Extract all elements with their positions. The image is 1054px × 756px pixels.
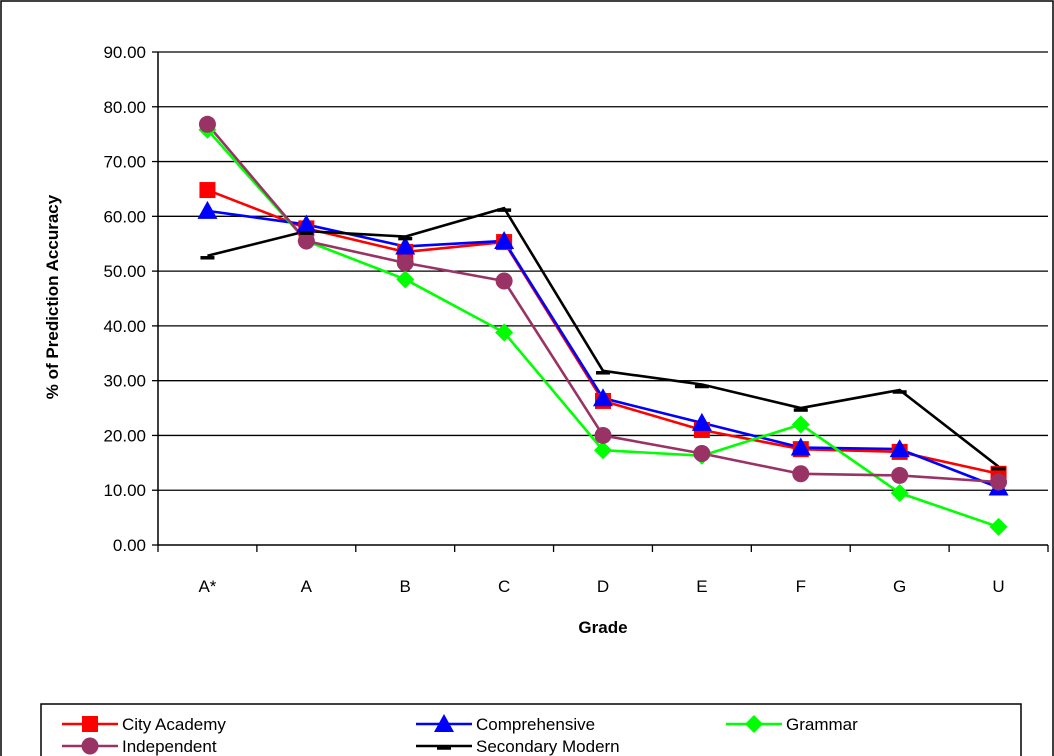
data-point-comprehensive <box>889 439 910 458</box>
legend: City Academy Comprehensive Grammar Independ… <box>40 703 1022 756</box>
y-tick-label: 90.00 <box>103 43 146 62</box>
data-point-comprehensive <box>395 236 416 255</box>
legend-label-secondary-modern: Secondary Modern <box>476 737 620 756</box>
y-tick-label: 0.00 <box>113 536 146 555</box>
data-point-independent <box>396 254 414 272</box>
data-point-independent <box>792 465 810 483</box>
data-point-independent <box>495 272 513 290</box>
data-point-independent <box>198 115 216 133</box>
data-point-comprehensive <box>593 388 613 407</box>
legend-label-city-academy: City Academy <box>122 715 226 734</box>
data-point-comprehensive <box>691 412 712 431</box>
legend-marker-grammar <box>745 715 763 733</box>
y-tick-label: 60.00 <box>103 207 146 226</box>
legend-marker-city-academy <box>82 716 98 732</box>
legend-marker-comprehensive <box>434 714 454 732</box>
data-point-city-academy <box>199 182 216 199</box>
data-point-grammar <box>989 517 1008 536</box>
y-tick-label: 20.00 <box>103 426 146 445</box>
series-line-secondary-modern <box>207 206 1000 468</box>
x-tick-label: E <box>696 577 707 596</box>
data-point-independent <box>990 473 1008 491</box>
axes: 0.00 10.00 20.00 30.00 40.00 50.00 60.00 70.00 8… <box>103 43 1049 596</box>
data-point-comprehensive <box>790 437 811 456</box>
y-tick-label: 10.00 <box>103 481 146 500</box>
data-point-comprehensive <box>494 230 515 249</box>
y-tick-label: 40.00 <box>103 317 146 336</box>
x-tick-label: C <box>498 577 510 596</box>
x-tick-label: A <box>301 577 313 596</box>
y-tick-label: 50.00 <box>103 262 146 281</box>
data-point-grammar <box>594 441 612 460</box>
x-axis-title: Grade <box>578 618 627 637</box>
y-axis-title: % of Prediction Accuracy <box>43 194 62 399</box>
data-point-grammar <box>791 415 810 434</box>
y-tick-label: 30.00 <box>103 372 146 391</box>
x-tick-label: U <box>992 577 1004 596</box>
x-tick-label: G <box>893 577 906 596</box>
y-tick-label: 80.00 <box>103 98 146 117</box>
series-markers <box>197 115 1009 536</box>
data-point-grammar <box>396 270 415 289</box>
legend-label-independent: Independent <box>122 737 217 756</box>
legend-label-grammar: Grammar <box>786 715 858 734</box>
data-point-independent <box>594 426 612 444</box>
data-point-independent <box>297 232 315 250</box>
x-tick-label: F <box>796 577 806 596</box>
data-point-independent <box>693 445 711 463</box>
data-point-comprehensive <box>296 214 317 233</box>
x-tick-label: B <box>400 577 411 596</box>
data-point-comprehensive <box>197 200 218 219</box>
legend-box <box>40 703 1022 756</box>
x-tick-label: A* <box>198 577 216 596</box>
legend-label-comprehensive: Comprehensive <box>476 715 595 734</box>
legend-marker-independent <box>81 737 99 755</box>
x-tick-label: D <box>597 577 609 596</box>
data-point-grammar <box>495 323 514 342</box>
data-point-grammar <box>890 483 909 502</box>
data-point-independent <box>891 466 909 484</box>
y-tick-label: 70.00 <box>103 153 146 172</box>
